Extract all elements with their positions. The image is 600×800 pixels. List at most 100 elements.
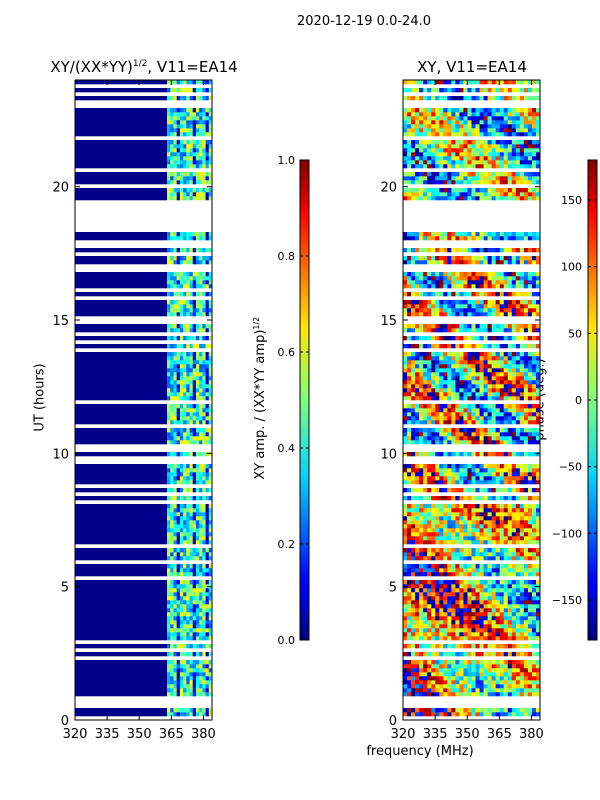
phase-cell xyxy=(479,520,484,525)
amp-cell xyxy=(186,488,190,493)
phase-cell xyxy=(475,260,480,265)
amp-cell xyxy=(173,404,177,409)
phase-cell xyxy=(467,552,472,557)
phase-cell xyxy=(467,516,472,521)
phase-cell xyxy=(407,380,412,385)
phase-cell xyxy=(503,428,509,433)
phase-cell xyxy=(455,260,460,265)
phase-cell xyxy=(531,680,537,685)
amp-cell xyxy=(75,372,168,377)
phase-cell xyxy=(411,508,416,513)
phase-cell xyxy=(483,440,488,445)
phase-cell xyxy=(487,588,492,593)
amp-cell xyxy=(186,248,190,253)
phase-cell xyxy=(459,352,464,357)
phase-cell xyxy=(471,604,476,609)
phase-cell xyxy=(443,380,448,385)
phase-cell xyxy=(443,384,448,389)
amp-cell xyxy=(176,344,181,349)
amp-cell xyxy=(173,556,177,561)
amp-cell xyxy=(75,628,168,633)
phase-cell xyxy=(419,676,424,681)
amp-cell xyxy=(173,676,177,681)
phase-cell xyxy=(499,232,505,237)
amp-cell xyxy=(179,624,184,629)
phase-cell xyxy=(435,548,440,553)
phase-cell xyxy=(535,660,540,665)
amp-cell xyxy=(75,528,168,533)
phase-cell xyxy=(519,552,525,557)
phase-cell xyxy=(443,568,448,573)
phase-cell xyxy=(475,420,480,425)
phase-cell xyxy=(419,628,424,633)
phase-cell xyxy=(443,564,448,569)
phase-cell xyxy=(403,464,408,469)
phase-cell xyxy=(499,612,505,617)
amp-cell xyxy=(189,472,194,477)
phase-cell xyxy=(507,436,513,441)
phase-cell xyxy=(475,440,480,445)
amp-cell xyxy=(170,684,174,689)
phase-cell xyxy=(427,552,432,557)
phase-cell xyxy=(471,380,476,385)
phase-cell xyxy=(467,324,472,329)
phase-cell xyxy=(479,276,484,281)
phase-cell xyxy=(491,612,496,617)
phase-cell xyxy=(491,508,496,513)
amp-cell xyxy=(167,616,171,621)
amp-cell xyxy=(208,392,212,397)
phase-cell xyxy=(523,392,529,397)
phase-cell xyxy=(403,584,408,589)
phase-cell xyxy=(515,404,521,409)
phase-cell xyxy=(479,600,484,605)
phase-cell xyxy=(511,360,517,365)
phase-cell xyxy=(499,676,505,681)
amp-cell xyxy=(186,388,190,393)
phase-cell xyxy=(407,384,412,389)
phase-cell xyxy=(435,188,440,193)
amp-cell xyxy=(179,488,184,493)
phase-cell xyxy=(403,504,408,509)
amp-cell xyxy=(205,432,210,437)
amp-cell xyxy=(167,428,171,433)
phase-cell xyxy=(451,644,456,649)
phase-cell xyxy=(527,572,533,577)
phase-cell xyxy=(531,232,537,237)
phase-cell xyxy=(475,620,480,625)
phase-cell xyxy=(519,376,525,381)
amp-cell xyxy=(167,452,171,457)
phase-cell xyxy=(495,672,501,677)
phase-cell xyxy=(483,304,488,309)
phase-cell xyxy=(507,568,513,573)
phase-cell xyxy=(427,372,432,377)
amp-cell xyxy=(75,436,168,441)
phase-cell xyxy=(467,660,472,665)
phase-cell xyxy=(435,612,440,617)
phase-cell xyxy=(423,504,428,509)
phase-cell xyxy=(507,536,513,541)
phase-cell xyxy=(419,176,424,181)
phase-cell xyxy=(463,660,468,665)
phase-cell xyxy=(411,396,416,401)
phase-cell xyxy=(419,608,424,613)
phase-cell xyxy=(419,476,424,481)
phase-cell xyxy=(447,344,452,349)
phase-cell xyxy=(479,236,484,241)
amp-cell xyxy=(176,596,181,601)
phase-cell xyxy=(419,572,424,577)
phase-cell xyxy=(411,248,416,253)
amp-cell xyxy=(176,404,181,409)
phase-cell xyxy=(487,556,492,561)
phase-cell xyxy=(435,412,440,417)
phase-cell xyxy=(431,416,436,421)
amp-cell xyxy=(192,664,197,669)
amp-cell xyxy=(75,676,168,681)
amp-cell xyxy=(202,328,206,333)
phase-cell xyxy=(431,552,436,557)
phase-cell xyxy=(495,676,501,681)
phase-cell xyxy=(531,660,537,665)
amp-cell xyxy=(205,580,210,585)
phase-cell xyxy=(495,472,501,477)
phase-cell xyxy=(507,552,513,557)
